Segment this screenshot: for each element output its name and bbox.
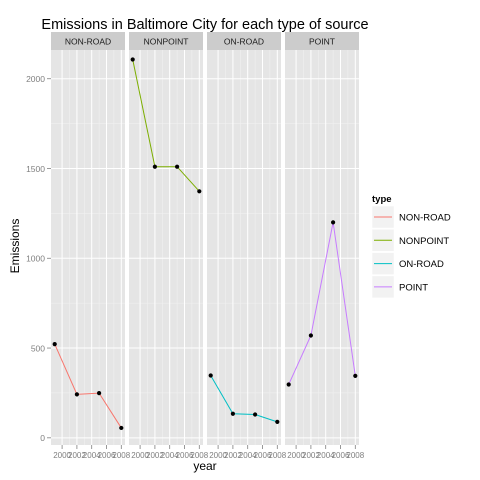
legend-label: NONPOINT [399,236,449,247]
legend-item-point: POINT [371,275,428,299]
x-tick-label: 2006 [254,451,272,460]
data-point [152,164,157,169]
legend-item-nonpoint: NONPOINT [371,229,449,252]
x-tick-label: 2004 [83,451,101,460]
x-tick-label: 2004 [317,451,335,460]
y-tick-label: 2000 [26,74,45,84]
data-point [130,57,135,62]
x-tick-label: 2002 [302,451,320,460]
x-tick-label: 2006 [176,451,194,460]
y-tick-label: 0 [40,433,45,443]
facet-strip [51,32,125,50]
x-tick-label: 2000 [131,451,149,460]
series-line-on-road [210,375,278,423]
facet-panels: NON-ROAD20002002200420062008NONPOINT2000… [51,32,365,460]
series-line-point [288,222,356,385]
facet-strip-label: POINT [309,37,335,47]
y-axis: 0 500 1000 1500 2000 [26,74,51,443]
x-axis-title: year [193,459,216,473]
y-tick-label: 1500 [26,164,45,174]
y-tick-label: 500 [31,343,45,353]
series-line-nonpoint [132,59,200,192]
data-point [230,411,235,416]
panel-background [51,50,125,445]
x-tick-label: 2000 [287,451,305,460]
data-point [197,189,202,194]
panel-background [285,50,359,445]
facet-strip-label: ON-ROAD [224,37,264,47]
x-tick-label: 2006 [332,451,350,460]
x-tick-label: 2002 [68,451,86,460]
x-tick-label: 2000 [209,451,227,460]
panel-background [129,50,203,445]
x-tick-label: 2004 [239,451,257,460]
x-tick-label: 2008 [346,451,364,460]
legend-label: ON-ROAD [399,259,444,270]
data-point [286,382,291,387]
data-point [331,220,336,225]
data-point [52,341,57,347]
series-line-non-road [54,343,122,429]
data-point [353,373,358,378]
facet-strip [285,32,359,50]
facet-strip [207,32,281,50]
legend-item-on-road: ON-ROAD [371,252,444,275]
y-tick-label: 1000 [26,254,45,264]
legend-item-non-road: NON-ROAD [371,205,451,229]
legend: type NON-ROAD NONPOINT ON-ROAD POINT [371,194,451,299]
data-point [175,164,180,169]
x-tick-label: 2004 [161,451,179,460]
data-point [74,392,79,397]
panel-background [207,50,281,445]
facet-strip [129,32,203,50]
y-axis-title: Emissions [8,219,22,274]
x-tick-label: 2000 [53,451,71,460]
data-point [208,373,213,378]
x-tick-label: 2008 [112,451,130,460]
x-tick-label: 2008 [190,451,208,460]
data-point [253,412,258,417]
chart-title: Emissions in Baltimore City for each typ… [41,17,368,33]
facet-strip-label: NONPOINT [144,37,189,47]
x-tick-label: 2002 [146,451,164,460]
data-point [119,425,124,431]
legend-title: type [372,194,392,205]
x-tick-label: 2002 [224,451,242,460]
data-point [308,333,313,338]
legend-label: POINT [399,282,428,293]
x-tick-label: 2006 [98,451,116,460]
facet-strip-label: NON-ROAD [65,37,111,47]
x-tick-label: 2008 [268,451,286,460]
data-point [97,391,102,396]
data-point [275,419,280,424]
legend-label: NON-ROAD [399,213,451,224]
